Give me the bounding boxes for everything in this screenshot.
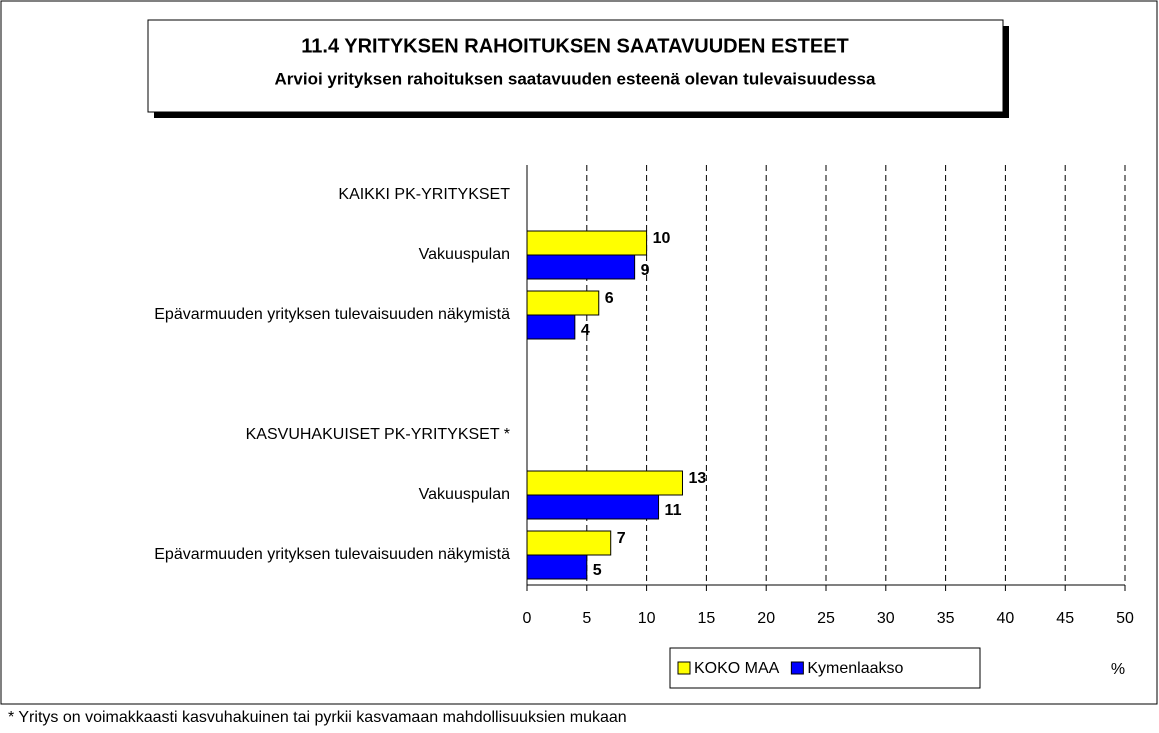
y-tick-label: Vakuuspulan (419, 246, 510, 263)
x-tick-label: 20 (757, 610, 775, 627)
y-tick-label: Epävarmuuden yrityksen tulevaisuuden näk… (154, 546, 510, 563)
x-tick-label: 30 (877, 610, 895, 627)
bar (526, 254, 636, 280)
bar (526, 314, 576, 340)
data-label: 13 (688, 470, 706, 487)
legend-swatch (790, 661, 804, 675)
x-tick-label: 50 (1116, 610, 1134, 627)
data-label: 7 (617, 530, 626, 547)
footnote: * Yritys on voimakkaasti kasvuhakuinen t… (8, 709, 627, 726)
chart-title: 11.4 YRITYKSEN RAHOITUKSEN SAATAVUUDEN E… (301, 35, 849, 57)
bar (526, 290, 600, 316)
chart-frame (0, 0, 1158, 705)
x-tick-label: 45 (1056, 610, 1074, 627)
bar (526, 494, 660, 520)
y-tick-label: Vakuuspulan (419, 486, 510, 503)
chart-subtitle: Arvioi yrityksen rahoituksen saatavuuden… (275, 69, 876, 88)
y-tick-label: KAIKKI PK-YRITYKSET (338, 186, 510, 203)
data-label: 10 (653, 230, 671, 247)
bar (526, 230, 648, 256)
data-label: 5 (593, 562, 602, 579)
data-label: 4 (581, 322, 590, 339)
x-tick-label: 40 (997, 610, 1015, 627)
data-label: 6 (605, 290, 614, 307)
bar (526, 554, 588, 580)
legend-swatch (677, 661, 691, 675)
x-tick-label: 0 (523, 610, 532, 627)
y-tick-label: KASVUHAKUISET PK-YRITYKSET * (246, 426, 510, 443)
x-tick-label: 5 (582, 610, 591, 627)
x-tick-label: 35 (937, 610, 955, 627)
y-tick-label: Epävarmuuden yrityksen tulevaisuuden näk… (154, 306, 510, 323)
x-tick-label: 25 (817, 610, 835, 627)
x-tick-label: 15 (698, 610, 716, 627)
legend-label: Kymenlaakso (807, 660, 903, 677)
x-tick-label: 10 (638, 610, 656, 627)
data-label: 9 (641, 262, 650, 279)
data-label: 11 (665, 502, 682, 519)
legend-label: KOKO MAA (694, 660, 780, 677)
x-axis-unit: % (1111, 661, 1125, 678)
legend-box (669, 647, 981, 689)
bar (526, 530, 612, 556)
bar (526, 470, 683, 496)
title-box (147, 19, 1004, 113)
